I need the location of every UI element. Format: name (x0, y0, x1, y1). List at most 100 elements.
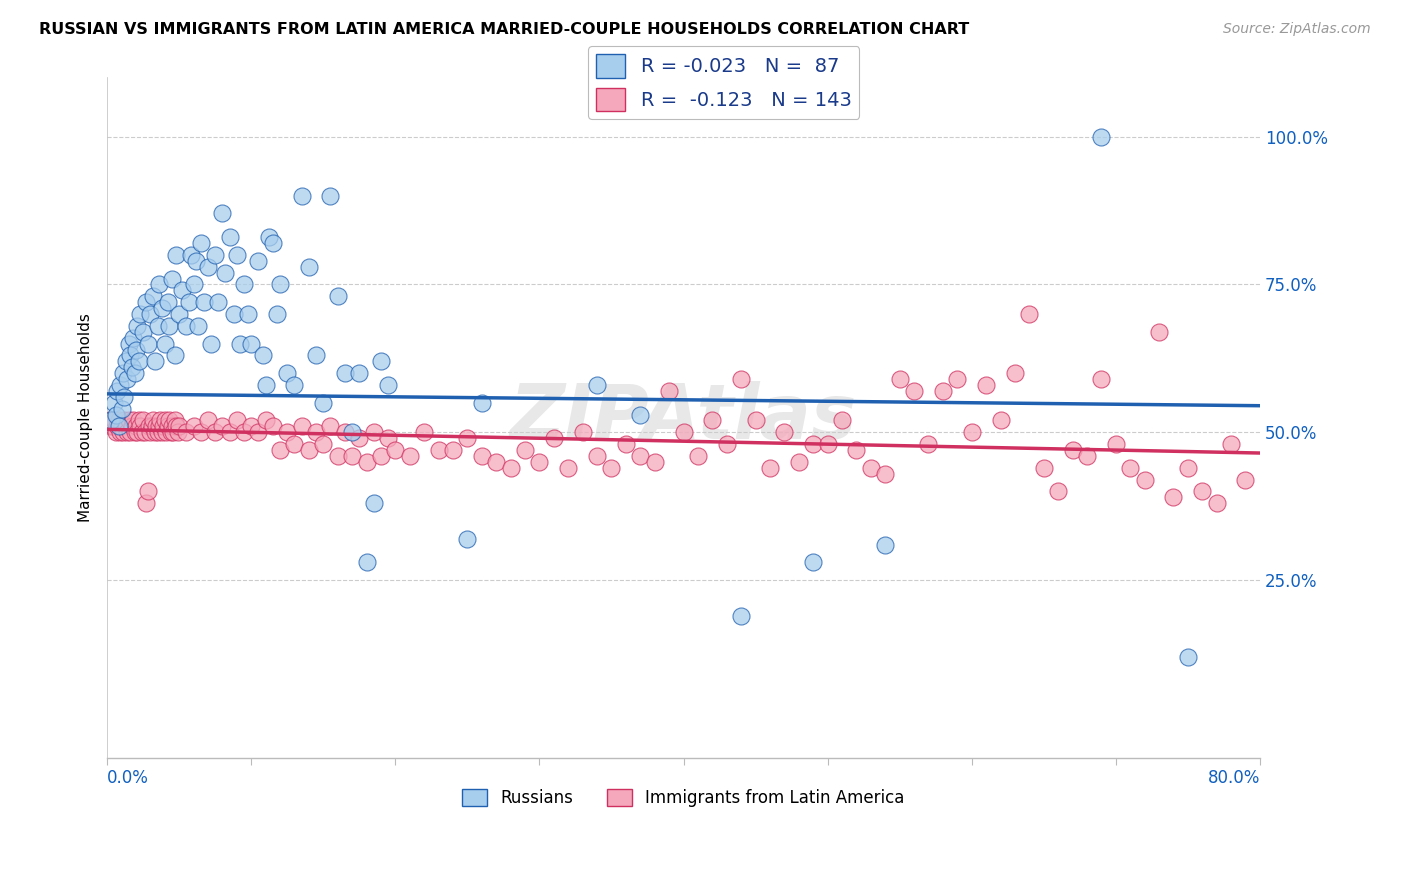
Point (628, 449, 651, 463)
Point (1018, 307, 1040, 321)
Point (903, 384, 925, 398)
Point (614, 437, 637, 451)
Point (257, 230, 280, 244)
Point (252, 348, 274, 362)
Point (193, 295, 215, 310)
Point (183, 277, 205, 292)
Point (155, 425, 177, 440)
Point (129, 307, 152, 321)
Point (190, 425, 212, 440)
Point (160, 419, 183, 434)
Point (149, 413, 172, 427)
Point (456, 431, 478, 445)
Point (107, 419, 129, 434)
Point (131, 425, 153, 440)
Point (326, 449, 349, 463)
Point (946, 372, 969, 386)
Point (186, 253, 208, 268)
Point (204, 248, 226, 262)
Point (225, 413, 247, 427)
Point (127, 318, 149, 333)
Point (132, 325, 155, 339)
Point (571, 425, 593, 440)
Point (180, 248, 202, 262)
Point (1220, 437, 1243, 451)
Point (485, 455, 508, 469)
Point (183, 419, 205, 434)
Point (165, 419, 187, 434)
Point (377, 431, 399, 445)
Text: 0.0%: 0.0% (107, 770, 149, 788)
Point (831, 413, 853, 427)
Point (340, 449, 363, 463)
Point (1133, 473, 1156, 487)
Point (370, 449, 392, 463)
Point (240, 336, 263, 351)
Point (197, 260, 219, 274)
Point (134, 425, 156, 440)
Point (157, 318, 180, 333)
Point (139, 307, 162, 321)
Point (163, 413, 186, 427)
Point (269, 277, 291, 292)
Point (990, 413, 1012, 427)
Point (269, 443, 291, 458)
Point (138, 419, 160, 434)
Point (471, 449, 494, 463)
Point (1177, 650, 1199, 665)
Point (207, 295, 229, 310)
Point (305, 425, 328, 440)
Point (356, 556, 378, 570)
Point (150, 301, 173, 315)
Point (233, 425, 256, 440)
Point (427, 443, 450, 458)
Point (1047, 484, 1070, 499)
Point (283, 437, 305, 451)
Point (100, 419, 122, 434)
Point (349, 431, 371, 445)
Point (125, 343, 148, 357)
Point (1105, 437, 1128, 451)
Point (204, 425, 226, 440)
Point (157, 413, 180, 427)
Point (974, 378, 997, 392)
Point (291, 188, 314, 202)
Point (787, 455, 810, 469)
Point (305, 348, 328, 362)
Point (319, 419, 342, 434)
Point (153, 336, 176, 351)
Point (1234, 473, 1257, 487)
Point (162, 425, 184, 440)
Point (312, 437, 335, 451)
Point (759, 460, 782, 475)
Text: ZIPAtlas: ZIPAtlas (510, 381, 858, 455)
Point (118, 413, 141, 427)
Point (456, 532, 478, 546)
Point (107, 413, 129, 427)
Point (1205, 496, 1227, 510)
Point (586, 378, 609, 392)
Point (129, 419, 152, 434)
Point (817, 437, 839, 451)
Point (214, 266, 236, 280)
Legend: Russians, Immigrants from Latin America: Russians, Immigrants from Latin America (456, 782, 911, 814)
Point (110, 419, 132, 434)
Point (128, 354, 150, 368)
Point (686, 449, 709, 463)
Point (218, 230, 240, 244)
Point (340, 425, 363, 440)
Point (744, 413, 766, 427)
Point (117, 425, 139, 440)
Y-axis label: Married-couple Households: Married-couple Households (79, 313, 93, 522)
Point (176, 425, 198, 440)
Text: RUSSIAN VS IMMIGRANTS FROM LATIN AMERICA MARRIED-COUPLE HOUSEHOLDS CORRELATION C: RUSSIAN VS IMMIGRANTS FROM LATIN AMERICA… (39, 22, 970, 37)
Point (1191, 484, 1213, 499)
Point (166, 425, 188, 440)
Point (801, 556, 824, 570)
Point (1177, 460, 1199, 475)
Point (543, 431, 565, 445)
Point (172, 284, 194, 298)
Point (628, 408, 651, 422)
Point (115, 419, 138, 434)
Point (333, 366, 356, 380)
